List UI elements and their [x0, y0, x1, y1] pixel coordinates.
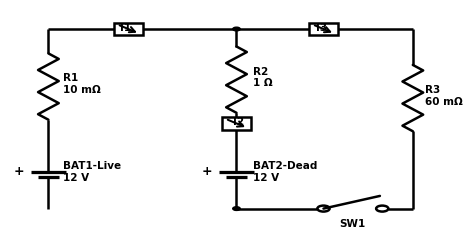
Text: I1: I1 [120, 23, 132, 33]
Bar [114, 23, 143, 35]
Text: R3
60 mΩ: R3 60 mΩ [425, 85, 462, 106]
Circle shape [233, 207, 240, 210]
Bar [222, 117, 251, 130]
Text: BAT1-Live
12 V: BAT1-Live 12 V [64, 161, 122, 182]
Circle shape [233, 27, 240, 31]
Text: +: + [201, 165, 212, 178]
Text: I3: I3 [316, 23, 327, 33]
Text: BAT2-Dead
12 V: BAT2-Dead 12 V [253, 161, 317, 182]
Text: SW1: SW1 [340, 219, 366, 229]
Text: +: + [13, 165, 24, 178]
Text: I2: I2 [233, 117, 244, 127]
Bar [309, 23, 338, 35]
Text: R2
1 Ω: R2 1 Ω [253, 67, 273, 88]
Text: R1
10 mΩ: R1 10 mΩ [64, 73, 101, 95]
